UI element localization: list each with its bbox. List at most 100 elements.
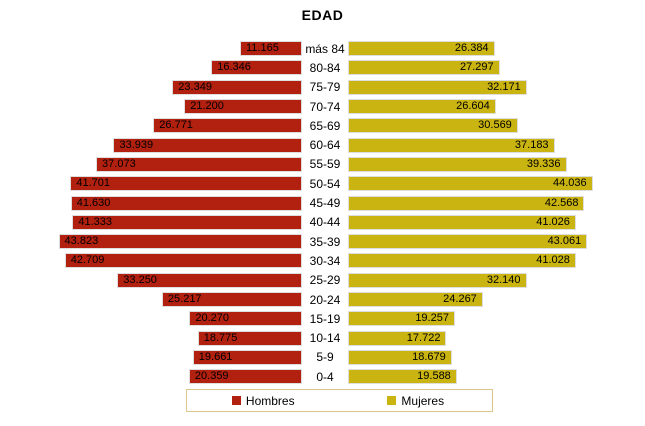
- pyramid-row: 16.346 80-84 27.297: [0, 58, 645, 77]
- mujeres-value-label: 44.036: [552, 177, 587, 190]
- mujeres-half: 32.171: [348, 79, 645, 95]
- hombres-bar: 19.661: [192, 349, 302, 365]
- hombres-value-label: 16.346: [217, 61, 251, 74]
- pyramid-row: 23.349 75-79 32.171: [0, 78, 645, 97]
- mujeres-bar: 32.171: [348, 79, 527, 95]
- hombres-bar: 23.349: [172, 79, 302, 95]
- mujeres-value-label: 19.257: [415, 312, 449, 325]
- mujeres-half: 41.028: [348, 253, 645, 269]
- hombres-bar: 41.630: [70, 195, 302, 211]
- pyramid-row: 41.333 40-44 41.026: [0, 213, 645, 232]
- mujeres-bar: 41.028: [348, 253, 576, 269]
- pyramid-row: 18.775 10-14 17.722: [0, 328, 645, 347]
- mujeres-value-label: 24.267: [443, 293, 477, 305]
- mujeres-bar: 43.061: [348, 234, 588, 250]
- mujeres-value-label: 32.171: [487, 80, 521, 93]
- mujeres-value-label: 19.588: [417, 370, 451, 383]
- hombres-value-label: 41.701: [76, 177, 110, 190]
- hombres-value-label: 43.823: [64, 235, 99, 248]
- hombres-bar: 33.939: [113, 137, 302, 153]
- mujeres-half: 39.336: [348, 156, 645, 172]
- age-label: 70-74: [309, 99, 341, 114]
- hombres-bar: 20.270: [189, 311, 302, 327]
- hombres-value-label: 21.200: [190, 100, 224, 113]
- mujeres-value-label: 17.722: [406, 331, 441, 344]
- legend-label-hombres: Hombres: [245, 393, 295, 408]
- mujeres-half: 41.026: [348, 214, 645, 230]
- legend-item-mujeres: Mujeres: [340, 394, 493, 408]
- hombres-value-label: 20.270: [195, 312, 230, 325]
- mujeres-value-label: 26.604: [456, 100, 490, 113]
- hombres-bar: 41.333: [72, 214, 302, 230]
- age-label: 60-64: [309, 138, 341, 153]
- age-label: 65-69: [309, 118, 341, 133]
- mujeres-value-label: 18.679: [412, 350, 446, 363]
- hombres-value-label: 33.250: [123, 273, 157, 286]
- mujeres-half: 30.569: [348, 118, 645, 134]
- hombres-bar: 21.200: [184, 99, 302, 115]
- age-label: 25-29: [309, 273, 341, 288]
- pyramid-row: 20.359 0-4 19.588: [0, 367, 645, 386]
- mujeres-swatch: [387, 396, 397, 405]
- age-label: 15-19: [309, 311, 341, 326]
- hombres-half: 37.073: [0, 156, 302, 172]
- mujeres-value-label: 37.183: [514, 138, 549, 151]
- hombres-half: 21.200: [0, 99, 302, 115]
- pyramid-row: 25.217 20-24 24.267: [0, 290, 645, 309]
- pyramid-row: 20.270 15-19 19.257: [0, 309, 645, 328]
- pyramid-row: 43.823 35-39 43.061: [0, 232, 645, 251]
- mujeres-half: 18.679: [348, 349, 645, 365]
- hombres-bar: 37.073: [96, 156, 302, 172]
- mujeres-value-label: 26.384: [454, 42, 489, 55]
- legend: Hombres Mujeres: [186, 389, 493, 412]
- mujeres-value-label: 32.140: [486, 273, 521, 286]
- hombres-value-label: 37.073: [102, 157, 136, 170]
- mujeres-half: 26.604: [348, 99, 645, 115]
- hombres-half: 16.346: [0, 60, 302, 76]
- hombres-value-label: 19.661: [198, 350, 233, 363]
- hombres-bar: 43.823: [58, 234, 302, 250]
- hombres-half: 18.775: [0, 330, 302, 346]
- age-label: 50-54: [309, 176, 341, 191]
- hombres-half: 26.771: [0, 118, 302, 134]
- mujeres-bar: 39.336: [348, 156, 567, 172]
- age-label: 75-79: [309, 80, 341, 95]
- hombres-value-label: 26.771: [159, 119, 193, 132]
- hombres-half: 25.217: [0, 292, 302, 307]
- chart-title: EDAD: [301, 7, 344, 23]
- mujeres-value-label: 39.336: [526, 157, 561, 170]
- pyramid-row: 19.661 5-9 18.679: [0, 348, 645, 367]
- hombres-bar: 41.701: [70, 176, 302, 192]
- hombres-bar: 26.771: [153, 118, 302, 134]
- hombres-value-label: 20.359: [194, 370, 229, 383]
- hombres-half: 23.349: [0, 79, 302, 95]
- mujeres-half: 44.036: [348, 176, 645, 192]
- hombres-value-label: 11.165: [245, 42, 279, 55]
- mujeres-bar: 32.140: [348, 272, 527, 288]
- hombres-value-label: 33.939: [119, 138, 154, 151]
- pyramid-row: 37.073 55-59 39.336: [0, 155, 645, 174]
- hombres-swatch: [231, 396, 241, 405]
- mujeres-value-label: 41.026: [536, 215, 570, 228]
- mujeres-bar: 17.722: [348, 330, 447, 346]
- hombres-bar: 18.775: [197, 330, 302, 346]
- mujeres-bar: 19.257: [348, 311, 455, 327]
- hombres-half: 20.270: [0, 311, 302, 327]
- age-label: 5-9: [316, 350, 334, 365]
- mujeres-half: 37.183: [348, 137, 645, 153]
- age-label: 30-34: [309, 253, 341, 268]
- mujeres-bar: 37.183: [348, 137, 555, 153]
- hombres-half: 43.823: [0, 234, 302, 250]
- mujeres-bar: 44.036: [348, 176, 593, 192]
- pyramid-row: 33.939 60-64 37.183: [0, 135, 645, 154]
- mujeres-value-label: 27.297: [459, 61, 494, 74]
- mujeres-half: 19.257: [348, 311, 645, 327]
- mujeres-bar: 26.604: [348, 99, 496, 115]
- hombres-value-label: 42.709: [70, 254, 105, 267]
- hombres-value-label: 41.630: [76, 196, 111, 209]
- mujeres-half: 32.140: [348, 272, 645, 288]
- hombres-bar: 25.217: [161, 292, 302, 307]
- mujeres-value-label: 41.028: [536, 254, 570, 267]
- hombres-bar: 16.346: [211, 60, 302, 76]
